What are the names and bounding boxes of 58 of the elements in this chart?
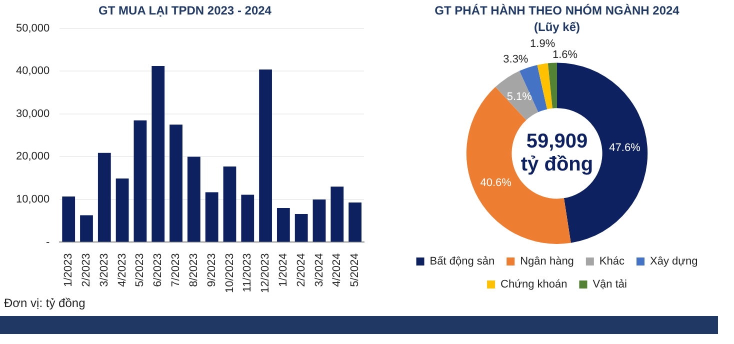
x-tick-label: 2/2024 bbox=[295, 253, 308, 287]
chart-title: GT PHÁT HÀNH THEO NHÓM NGÀNH 2024 bbox=[434, 4, 680, 18]
text: Đơn vị: tỷ đồng bbox=[3, 296, 86, 310]
bar bbox=[294, 214, 308, 242]
x-tick-label: 10/2023 bbox=[224, 253, 236, 294]
bar bbox=[348, 202, 362, 242]
x-tick-label: 3/2023 bbox=[98, 253, 110, 287]
legend-label: Bất động sản bbox=[430, 256, 495, 268]
legend-label: Chứng khoán bbox=[500, 278, 568, 291]
y-tick-label: 30,000 bbox=[16, 108, 50, 120]
text: 59,909 bbox=[526, 130, 588, 152]
x-tick-label: 1/2023 bbox=[62, 253, 75, 287]
chart-title: GT MUA LẠI TPDN 2023 - 2024 bbox=[98, 4, 272, 18]
bar bbox=[152, 66, 165, 242]
legend-label: Xây dựng bbox=[650, 256, 698, 268]
x-tick-label: 7/2023 bbox=[170, 253, 182, 287]
x-tick-label: 5/2023 bbox=[134, 253, 146, 287]
x-tick-label: 5/2024 bbox=[349, 253, 362, 287]
bar bbox=[330, 186, 344, 242]
data-label: 1.9% bbox=[530, 38, 556, 50]
x-tick-label: 2/2023 bbox=[80, 253, 93, 287]
y-tick-label: 40,000 bbox=[16, 65, 50, 78]
y-tick-label: 20,000 bbox=[16, 150, 50, 163]
bar bbox=[170, 124, 182, 242]
y-tick-label: 50,000 bbox=[16, 22, 50, 34]
legend-label: Vận tải bbox=[592, 278, 627, 291]
bar bbox=[187, 156, 200, 242]
x-tick-label: 9/2023 bbox=[206, 253, 218, 287]
bar bbox=[276, 208, 290, 242]
bar bbox=[241, 194, 254, 242]
bar bbox=[62, 196, 76, 242]
x-tick-label: 1/2024 bbox=[277, 253, 290, 287]
y-tick-label: - bbox=[46, 236, 50, 248]
bar bbox=[116, 178, 129, 242]
data-label: 3.3% bbox=[503, 54, 528, 66]
data-label: 40.6% bbox=[480, 177, 512, 190]
x-tick-label: 6/2023 bbox=[152, 253, 164, 287]
x-tick-label: 4/2023 bbox=[116, 253, 128, 287]
data-label: 1.6% bbox=[552, 48, 578, 61]
x-tick-label: 4/2024 bbox=[331, 253, 344, 287]
x-tick-label: 3/2024 bbox=[313, 253, 326, 287]
legend-label: Khác bbox=[599, 256, 625, 268]
legend-label: Ngân hàng bbox=[520, 256, 574, 268]
data-label: 47.6% bbox=[609, 142, 641, 154]
bar bbox=[223, 166, 236, 242]
bar bbox=[80, 215, 93, 242]
y-tick-label: 10,000 bbox=[16, 194, 50, 206]
x-tick-label: 12/2023 bbox=[260, 253, 272, 294]
x-tick-label: 11/2023 bbox=[242, 253, 254, 292]
bar bbox=[98, 152, 111, 242]
x-tick-label: 8/2023 bbox=[188, 253, 200, 287]
bar bbox=[205, 192, 218, 242]
bar bbox=[259, 69, 272, 242]
chart-subtitle: (Lũy kế) bbox=[534, 20, 580, 34]
bar bbox=[312, 199, 326, 242]
data-label: 5.1% bbox=[506, 90, 532, 103]
bar bbox=[134, 120, 147, 242]
text: tỷ đồng bbox=[520, 153, 594, 176]
